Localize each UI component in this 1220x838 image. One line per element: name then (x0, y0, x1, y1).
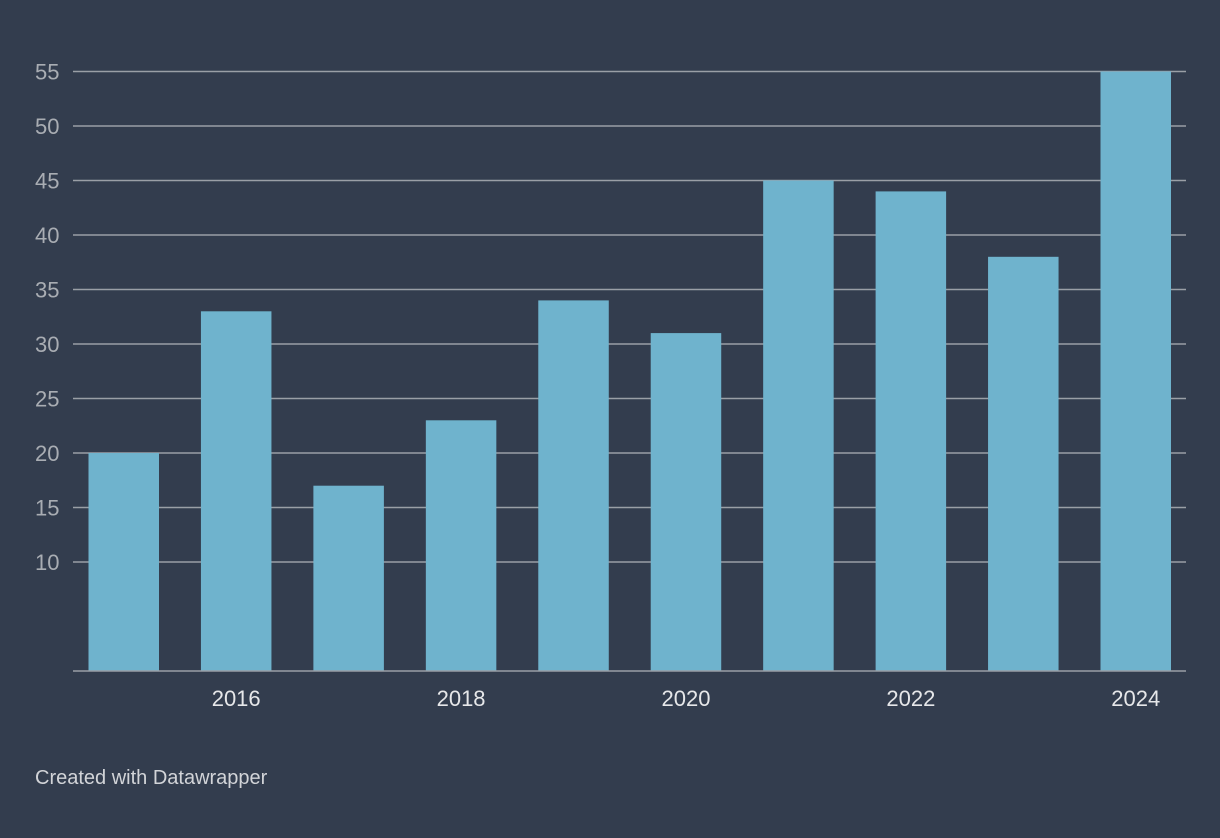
bar (425, 420, 497, 671)
y-tick-label: 45 (35, 169, 59, 194)
x-tick-label: 2018 (437, 686, 486, 711)
y-tick-label: 30 (35, 332, 59, 357)
axis-layer: 10 15 20 25 30 35 40 45 50 55 2016 2018 2020 2022 2024 (35, 60, 1186, 711)
bar (313, 485, 384, 671)
bar-layer (88, 71, 1171, 671)
y-tick-label: 55 (35, 60, 59, 85)
x-tick-label: 2020 (661, 686, 710, 711)
y-tick-label: 35 (35, 278, 59, 303)
x-tick-label: 2016 (212, 686, 261, 711)
bar (200, 311, 272, 671)
bar (988, 256, 1059, 671)
bar (763, 180, 834, 671)
y-tick-label: 10 (35, 550, 59, 575)
y-tick-label: 40 (35, 223, 59, 248)
y-tick-label: 15 (35, 496, 59, 521)
credit-text: Created with Datawrapper (35, 767, 268, 789)
y-tick-label: 50 (35, 114, 59, 139)
x-tick-label: 2022 (886, 686, 935, 711)
bar (88, 453, 159, 671)
y-tick-label: 25 (35, 387, 59, 412)
bar (875, 191, 947, 671)
bar (650, 333, 722, 671)
y-tick-label: 20 (35, 441, 59, 466)
bar (538, 300, 609, 671)
x-tick-label: 2024 (1111, 686, 1160, 711)
bar (1100, 71, 1171, 671)
